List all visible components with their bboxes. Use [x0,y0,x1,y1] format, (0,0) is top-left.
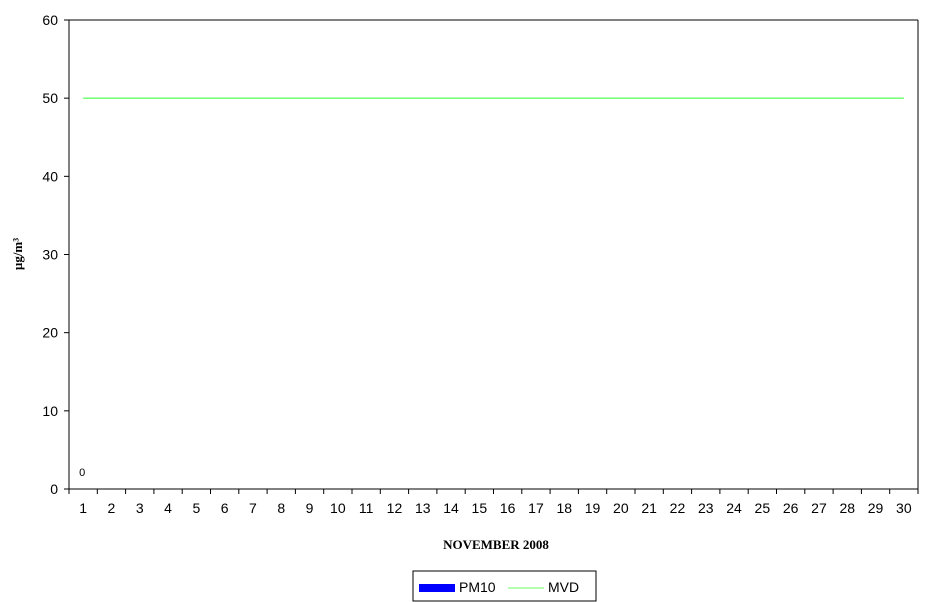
pm10-data-label: 0 [79,467,85,479]
x-axis-title: NOVEMBER 2008 [443,537,549,552]
plot-area [68,19,919,490]
x-tick-label: 17 [528,500,544,516]
y-tick-label: 0 [50,481,58,497]
x-tick-label: 8 [277,500,285,516]
x-tick-label: 4 [164,500,172,516]
data-labels: 0 [79,467,85,479]
y-tick-label: 20 [42,325,58,341]
x-tick-label: 25 [755,500,771,516]
x-tick-label: 7 [249,500,257,516]
x-tick-label: 28 [839,500,855,516]
x-tick-label: 12 [387,500,403,516]
y-axis-ticks: 0 10 20 30 40 50 60 [42,12,69,497]
y-axis-title: µg/m³ [10,238,25,270]
x-tick-label: 26 [783,500,799,516]
x-axis-ticks: 1 2 3 4 5 6 7 8 9 10 11 12 13 14 15 16 17 18 19 20 21 22 23 24 2… [68,489,919,516]
x-tick-label: 3 [136,500,144,516]
x-tick-label: 6 [221,500,229,516]
y-tick-label: 50 [42,90,58,106]
x-tick-label: 30 [896,500,912,516]
y-tick-label: 10 [42,403,58,419]
y-tick-label: 30 [42,247,58,263]
x-tick-label: 13 [415,500,431,516]
x-tick-label: 5 [192,500,200,516]
x-tick-label: 29 [868,500,884,516]
x-tick-label: 20 [613,500,629,516]
x-tick-label: 1 [79,500,87,516]
y-tick-label: 60 [42,12,58,28]
legend: PM10 MVD [412,570,597,602]
x-tick-label: 2 [108,500,116,516]
x-tick-label: 24 [726,500,742,516]
x-tick-label: 27 [811,500,827,516]
x-tick-label: 21 [641,500,657,516]
x-tick-label: 22 [670,500,686,516]
x-tick-label: 15 [472,500,488,516]
x-tick-label: 23 [698,500,714,516]
x-tick-label: 16 [500,500,516,516]
x-tick-label: 18 [556,500,572,516]
x-tick-label: 11 [359,500,374,516]
x-tick-label: 19 [585,500,601,516]
y-tick-label: 40 [42,168,58,184]
legend-mvd-label: MVD [548,579,579,595]
x-tick-label: 14 [443,500,459,516]
legend-pm10-label: PM10 [459,579,496,595]
x-tick-label: 9 [306,500,314,516]
legend-pm10-swatch [419,584,455,592]
x-tick-label: 10 [330,500,346,516]
